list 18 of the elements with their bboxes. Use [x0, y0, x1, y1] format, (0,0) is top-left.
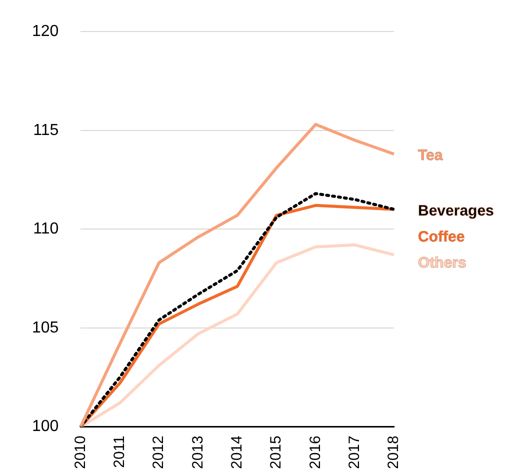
x-tick-label: 2010	[72, 436, 89, 470]
x-tick-label: 2017	[346, 436, 363, 470]
x-tick-label: 2013	[189, 436, 206, 470]
text: Coffee	[418, 228, 465, 246]
series-label: Tea	[418, 147, 444, 164]
series-label: Beverages	[418, 202, 494, 220]
x-tick-label: 2018	[385, 436, 402, 470]
x-tick-label: 2015	[268, 436, 285, 470]
x-tick-label: 2012	[150, 436, 168, 470]
x-tick-label: 2011	[111, 436, 128, 468]
y-tick-label: 115	[33, 122, 59, 139]
x-tick-label: 2014	[228, 436, 246, 470]
y-tick-label: 105	[32, 319, 59, 336]
y-tick-label: 110	[33, 220, 59, 238]
x-tick-label: 2016	[306, 436, 324, 470]
series-label: Others	[418, 254, 466, 272]
y-tick-label: 120	[32, 23, 59, 40]
y-tick-label: 100	[32, 418, 59, 436]
